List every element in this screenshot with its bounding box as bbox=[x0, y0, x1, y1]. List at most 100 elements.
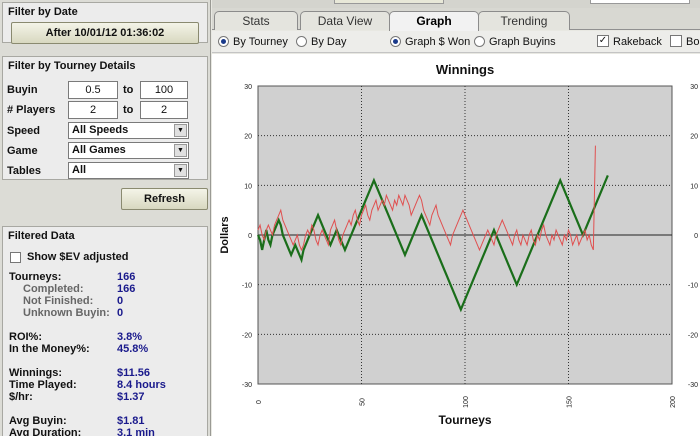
y-tick-label: 10 bbox=[244, 183, 252, 190]
players-min-input[interactable]: 2 bbox=[68, 101, 118, 119]
date-filter-button[interactable]: After 10/01/12 01:36:02 bbox=[11, 22, 199, 44]
stat-label: Avg Buyin: bbox=[9, 415, 67, 427]
buyin-label: Buyin bbox=[7, 84, 38, 96]
graph-buyins-radio[interactable] bbox=[474, 36, 485, 47]
stat-label: In the Money%: bbox=[9, 343, 90, 355]
y-tick-label: 30 bbox=[244, 84, 252, 91]
y-tick-label: 20 bbox=[244, 134, 252, 141]
stat-value: $1.81 bbox=[117, 415, 145, 427]
graph-buyins-label: Graph Buyins bbox=[489, 36, 556, 48]
stat-value: 3.1 min bbox=[117, 427, 155, 436]
buyin-to-label: to bbox=[123, 84, 134, 96]
filtered-data-group: Filtered Data Show $EV adjusted Tourneys… bbox=[2, 226, 208, 436]
stat-value: 8.4 hours bbox=[117, 379, 166, 391]
stat-value: $1.37 bbox=[117, 391, 145, 403]
stat-value: 0 bbox=[117, 295, 124, 307]
filtered-data-title: Filtered Data bbox=[8, 230, 75, 242]
tab-data-view[interactable]: Data View bbox=[300, 11, 390, 30]
graph-won-label: Graph $ Won bbox=[405, 36, 471, 48]
game-select-value: All Games bbox=[72, 144, 126, 156]
filter-panel: Filter by Date After 10/01/12 01:36:02 F… bbox=[0, 0, 211, 436]
stat-label: Time Played: bbox=[9, 379, 77, 391]
stat-label: Unknown Buyin: bbox=[23, 307, 110, 319]
chevron-down-icon[interactable]: ▼ bbox=[174, 144, 187, 157]
x-tick-label: 100 bbox=[463, 396, 470, 408]
tab-trending[interactable]: Trending bbox=[478, 11, 570, 30]
chevron-down-icon[interactable]: ▼ bbox=[174, 124, 187, 137]
refresh-button[interactable]: Refresh bbox=[121, 188, 208, 210]
graph-won-radio[interactable] bbox=[390, 36, 401, 47]
stat-value: $11.56 bbox=[117, 367, 151, 379]
filter-by-date-title: Filter by Date bbox=[8, 6, 78, 18]
players-max-input[interactable]: 2 bbox=[140, 101, 188, 119]
x-tick-label: 150 bbox=[567, 396, 574, 408]
y-tick-label: 0 bbox=[694, 233, 698, 240]
tables-select-value: All bbox=[72, 164, 87, 176]
toolbar-strip bbox=[212, 0, 700, 8]
stat-value: 3.8% bbox=[117, 331, 143, 343]
show-ev-label: Show $EV adjusted bbox=[27, 251, 129, 263]
stat-label: Winnings: bbox=[9, 367, 63, 379]
filter-by-tourney-title: Filter by Tourney Details bbox=[8, 60, 136, 72]
speed-label: Speed bbox=[7, 125, 41, 137]
y-tick-label: 10 bbox=[690, 183, 698, 190]
y-tick-label: -30 bbox=[688, 382, 698, 389]
players-label: # Players bbox=[7, 104, 56, 116]
by-day-label: By Day bbox=[311, 36, 347, 48]
stat-value: 166 bbox=[117, 271, 136, 283]
game-select[interactable]: All Games ▼ bbox=[68, 142, 189, 159]
x-axis-label: Tourneys bbox=[438, 413, 491, 427]
stat-value: 0 bbox=[117, 307, 124, 319]
graph-options-bar: By Tourney By Day Graph $ Won Graph Buyi… bbox=[212, 31, 700, 53]
tab-bar: Stats Data View Graph Trending bbox=[212, 8, 700, 31]
game-label: Game bbox=[7, 145, 38, 157]
y-tick-label: -10 bbox=[688, 283, 698, 290]
toolbar-button[interactable] bbox=[334, 0, 444, 4]
filter-by-tourney-group: Filter by Tourney Details Buyin 0.5 to 1… bbox=[2, 56, 208, 180]
stat-label: ROI%: bbox=[9, 331, 42, 343]
stat-label: Completed: bbox=[23, 283, 84, 295]
stat-label: Tourneys: bbox=[9, 271, 62, 283]
y-tick-label: -20 bbox=[688, 332, 698, 339]
buyin-max-input[interactable]: 100 bbox=[140, 81, 188, 99]
speed-select-value: All Speeds bbox=[72, 124, 129, 136]
chart-title: Winnings bbox=[436, 62, 494, 77]
filter-by-date-group: Filter by Date After 10/01/12 01:36:02 bbox=[2, 2, 208, 44]
by-tourney-radio[interactable] bbox=[218, 36, 229, 47]
players-to-label: to bbox=[123, 104, 134, 116]
tables-select[interactable]: All ▼ bbox=[68, 162, 189, 179]
stat-value: 166 bbox=[117, 283, 136, 295]
tab-graph[interactable]: Graph bbox=[389, 11, 479, 31]
y-tick-label: 0 bbox=[248, 233, 252, 240]
x-tick-label: 200 bbox=[670, 396, 677, 408]
stat-label: Avg Duration: bbox=[9, 427, 82, 436]
tables-label: Tables bbox=[7, 165, 42, 177]
speed-select[interactable]: All Speeds ▼ bbox=[68, 122, 189, 139]
y-tick-label: 20 bbox=[690, 134, 698, 141]
y-tick-label: -30 bbox=[242, 382, 252, 389]
buyin-min-input[interactable]: 0.5 bbox=[68, 81, 118, 99]
y-tick-label: -10 bbox=[242, 283, 252, 290]
bonus-label: Bon bbox=[686, 36, 700, 48]
y-tick-label: 30 bbox=[690, 84, 698, 91]
stat-value: 45.8% bbox=[117, 343, 149, 355]
rakeback-label: Rakeback bbox=[613, 36, 662, 48]
by-tourney-label: By Tourney bbox=[233, 36, 288, 48]
y-axis-label: Dollars bbox=[219, 216, 231, 253]
x-tick-label: 50 bbox=[360, 398, 367, 406]
x-tick-label: 0 bbox=[256, 400, 263, 404]
series-line bbox=[256, 174, 609, 313]
tab-stats[interactable]: Stats bbox=[214, 11, 298, 30]
show-ev-checkbox[interactable] bbox=[10, 252, 21, 263]
toolbar-field[interactable] bbox=[590, 0, 690, 4]
by-day-radio[interactable] bbox=[296, 36, 307, 47]
series-line bbox=[257, 145, 596, 252]
bonus-checkbox[interactable] bbox=[670, 35, 682, 47]
graph-area: 30 30 20 20 10 10 0 0 -10 -10 -20 -20 -30 -30 0 50 100 15… bbox=[212, 54, 700, 436]
chevron-down-icon[interactable]: ▼ bbox=[174, 164, 187, 177]
rakeback-checkbox[interactable]: ✓ bbox=[597, 35, 609, 47]
y-tick-label: -20 bbox=[242, 332, 252, 339]
stat-label: $/hr: bbox=[9, 391, 33, 403]
stat-label: Not Finished: bbox=[23, 295, 94, 307]
